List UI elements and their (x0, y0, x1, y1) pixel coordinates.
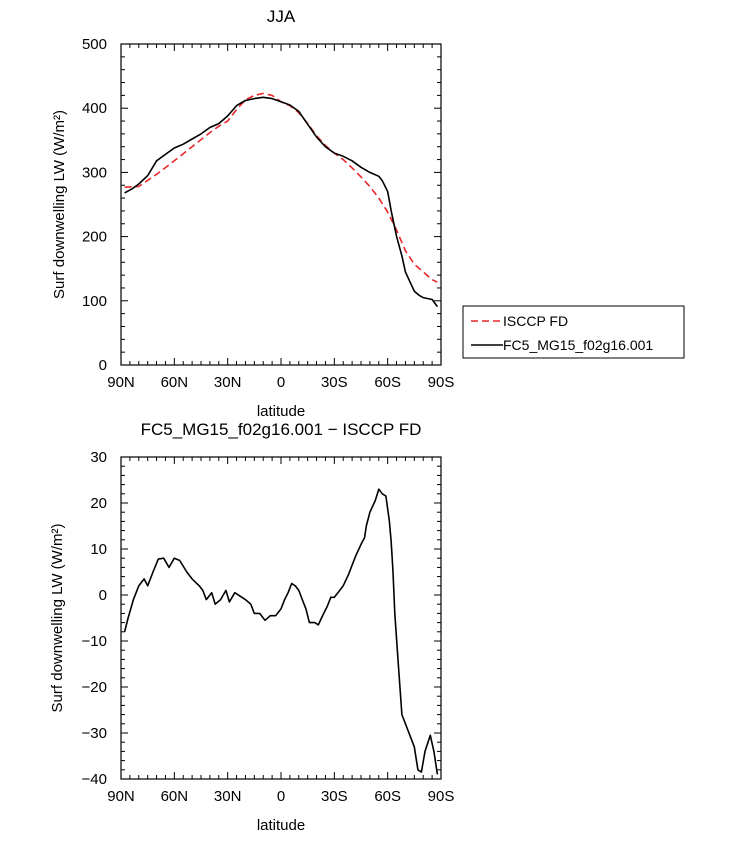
x-tick-label: 30S (321, 788, 348, 805)
y-tick-label: 30 (90, 449, 107, 466)
x-tick-label: 60S (374, 374, 401, 391)
y-axis-label: Surf downwelling LW (W/m²) (51, 110, 68, 299)
plot-frame (120, 456, 442, 780)
y-tick-label: 400 (82, 100, 107, 117)
legend-label: FC5_MG15_f02g16.001 (503, 337, 653, 353)
y-tick-label: −20 (82, 679, 107, 696)
x-tick-label: 0 (277, 788, 285, 805)
x-tick-label: 90S (428, 374, 455, 391)
series-line-1 (123, 488, 439, 775)
x-tick-label: 30S (321, 374, 348, 391)
x-tick-label: 60N (161, 374, 189, 391)
y-axis-label: Surf downwelling LW (W/m²) (49, 524, 66, 713)
legend-box (462, 305, 685, 359)
legend: ISCCP FD FC5_MG15_f02g16.001 (462, 305, 685, 359)
y-tick-label: 0 (99, 357, 107, 374)
x-tick-label: 90S (428, 788, 455, 805)
y-tick-label: −30 (82, 725, 107, 742)
y-tick-label: 100 (82, 293, 107, 310)
x-tick-label: 90N (107, 374, 135, 391)
x-axis-label: latitude (257, 817, 305, 834)
y-tick-label: −40 (82, 771, 107, 788)
x-tick-label: 60S (374, 788, 401, 805)
y-tick-label: 0 (99, 587, 107, 604)
y-tick-label: −10 (82, 633, 107, 650)
x-tick-label: 60N (161, 788, 189, 805)
series-line-fc5-mg15-f02g16-001 (124, 96, 439, 308)
x-axis-label: latitude (257, 403, 305, 420)
chart-title: JJA (267, 7, 296, 26)
y-tick-label: 300 (82, 164, 107, 181)
chart-title: FC5_MG15_f02g16.001 − ISCCP FD (141, 420, 422, 439)
x-tick-label: 30N (214, 788, 242, 805)
chart-panel-1: JJA 90N 60N 30N 0 30S 60S 90S 0 100 200 300 400 500 la… (51, 7, 685, 420)
x-tick-label: 30N (214, 374, 242, 391)
plot-frame (120, 43, 442, 366)
x-tick-label: 0 (277, 374, 285, 391)
chart-panel-2: FC5_MG15_f02g16.001 − ISCCP FD 90N 60N 30N 0… (49, 420, 454, 834)
y-tick-label: 20 (90, 495, 107, 512)
series-line-isccp-fd (124, 92, 438, 283)
y-tick-label: 10 (90, 541, 107, 558)
y-tick-label: 200 (82, 229, 107, 246)
x-tick-label: 90N (107, 788, 135, 805)
y-tick-label: 500 (82, 36, 107, 53)
legend-label: ISCCP FD (503, 313, 568, 329)
